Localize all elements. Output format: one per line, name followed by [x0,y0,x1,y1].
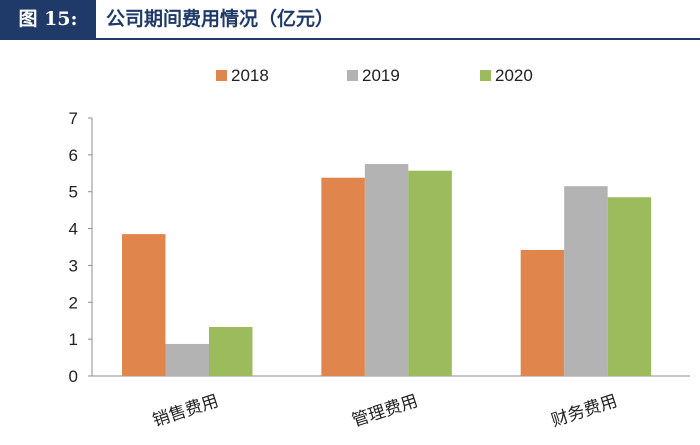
bar-2020-1 [408,170,452,376]
y-tick-label: 0 [69,367,78,386]
figure-label: 图 15: [0,0,96,38]
y-tick-label: 6 [69,146,78,165]
y-tick-label: 4 [69,220,78,239]
bar-2020-0 [209,326,253,376]
legend-label-2020: 2020 [495,66,533,85]
bar-2018-0 [122,234,166,376]
legend-swatch-2020 [480,70,491,81]
legend-swatch-2018 [216,70,227,81]
x-category-label: 管理费用 [350,391,421,431]
bar-2018-1 [321,177,365,376]
legend-label-2019: 2019 [362,66,400,85]
bar-2019-0 [165,343,209,376]
y-tick-label: 1 [69,330,78,349]
bar-2020-2 [607,197,652,376]
x-category-label: 销售费用 [150,391,221,431]
y-tick-label: 2 [69,293,78,312]
legend-label-2018: 2018 [231,66,269,85]
y-tick-label: 7 [69,109,78,128]
x-category-label: 财务费用 [549,391,620,431]
figure-title: 公司期间费用情况（亿元） [106,8,335,30]
y-tick-label: 5 [69,183,78,202]
bar-chart: 0 1 2 3 4 5 6 7 销售费用 管理费用 财务费用 2018 2019 2020 [69,66,690,431]
figure-header: 图 15: 公司期间费用情况（亿元） [0,0,700,40]
bar-2019-1 [364,164,409,376]
bar-2019-2 [564,186,608,376]
bar-2018-2 [520,249,565,376]
y-tick-label: 3 [69,256,78,275]
legend-swatch-2019 [347,70,358,81]
